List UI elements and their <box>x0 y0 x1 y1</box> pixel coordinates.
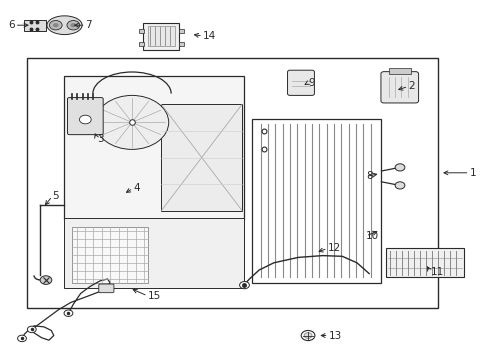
Circle shape <box>49 21 62 30</box>
Text: 5: 5 <box>52 191 59 201</box>
Circle shape <box>18 335 26 342</box>
Text: 9: 9 <box>307 78 314 88</box>
Bar <box>139 42 143 46</box>
Text: 12: 12 <box>327 243 340 253</box>
Circle shape <box>79 115 91 124</box>
FancyBboxPatch shape <box>63 76 244 220</box>
Text: 8: 8 <box>365 171 372 181</box>
Bar <box>388 68 410 74</box>
Bar <box>24 20 46 31</box>
Text: 11: 11 <box>429 267 443 277</box>
Bar <box>139 29 143 33</box>
Text: 3: 3 <box>97 134 103 144</box>
Circle shape <box>304 333 311 338</box>
Bar <box>63 218 244 288</box>
Text: 13: 13 <box>328 330 341 341</box>
Bar <box>142 23 179 50</box>
Bar <box>179 42 184 46</box>
Text: 1: 1 <box>468 168 475 178</box>
Text: 15: 15 <box>147 291 161 301</box>
Circle shape <box>53 23 59 27</box>
Text: 4: 4 <box>133 183 140 193</box>
Bar <box>72 227 148 283</box>
Circle shape <box>394 182 404 189</box>
Text: 14: 14 <box>203 31 216 41</box>
Circle shape <box>64 310 73 316</box>
Circle shape <box>95 95 168 149</box>
FancyBboxPatch shape <box>67 98 103 135</box>
Circle shape <box>394 164 404 171</box>
Text: 10: 10 <box>365 231 378 241</box>
Circle shape <box>40 276 52 284</box>
Bar <box>386 248 463 277</box>
Bar <box>251 119 381 283</box>
Circle shape <box>301 330 314 341</box>
FancyBboxPatch shape <box>380 72 418 103</box>
Text: 7: 7 <box>85 20 92 30</box>
Bar <box>27 58 437 308</box>
Bar <box>147 26 174 46</box>
Circle shape <box>70 23 76 27</box>
Ellipse shape <box>47 16 82 35</box>
FancyBboxPatch shape <box>287 70 314 95</box>
Circle shape <box>239 282 249 289</box>
Circle shape <box>27 326 36 333</box>
Circle shape <box>67 21 80 30</box>
Text: 6: 6 <box>8 20 15 30</box>
Bar <box>179 29 184 33</box>
Text: 2: 2 <box>407 81 414 91</box>
Bar <box>161 104 242 211</box>
FancyBboxPatch shape <box>99 284 114 293</box>
